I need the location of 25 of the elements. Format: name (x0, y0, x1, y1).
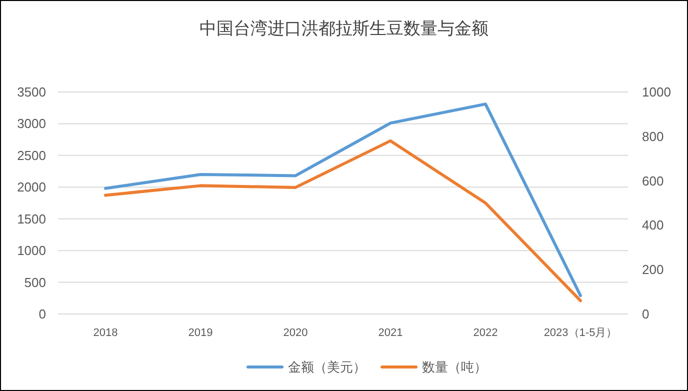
y-tick-label: 1000 (17, 243, 46, 258)
x-tick-label: 2020 (283, 327, 308, 339)
y-tick-label: 2500 (17, 148, 46, 163)
chart-title: 中国台湾进口洪都拉斯生豆数量与金额 (200, 19, 488, 38)
line-series (104, 139, 582, 302)
y2-tick-label: 600 (642, 173, 664, 188)
y-tick-label: 500 (24, 274, 46, 290)
y2-tick-label: 200 (642, 262, 664, 278)
y-tick-label: 1500 (17, 211, 46, 226)
x-tick-label: 2022 (473, 327, 498, 339)
y-tick-label: 3000 (17, 116, 46, 132)
x-tick-label: 2021 (378, 327, 403, 339)
x-tick-label: 2018 (93, 327, 118, 339)
x-tick-label: 2019 (188, 327, 213, 339)
x-tick-label: 2023（1-5月） (544, 327, 618, 339)
y2-tick-label: 800 (642, 128, 664, 144)
y2-tick-label: 400 (642, 218, 664, 233)
legend-label: 数量（吨） (422, 360, 487, 374)
y-tick-label: 3500 (17, 84, 46, 100)
y2-tick-label: 0 (642, 306, 650, 322)
y2-tick-label: 1000 (642, 84, 671, 100)
y-tick-label: 0 (38, 306, 46, 322)
y-tick-label: 2000 (17, 180, 46, 195)
legend-label: 金额（美元） (288, 360, 366, 374)
line-series (104, 102, 582, 298)
